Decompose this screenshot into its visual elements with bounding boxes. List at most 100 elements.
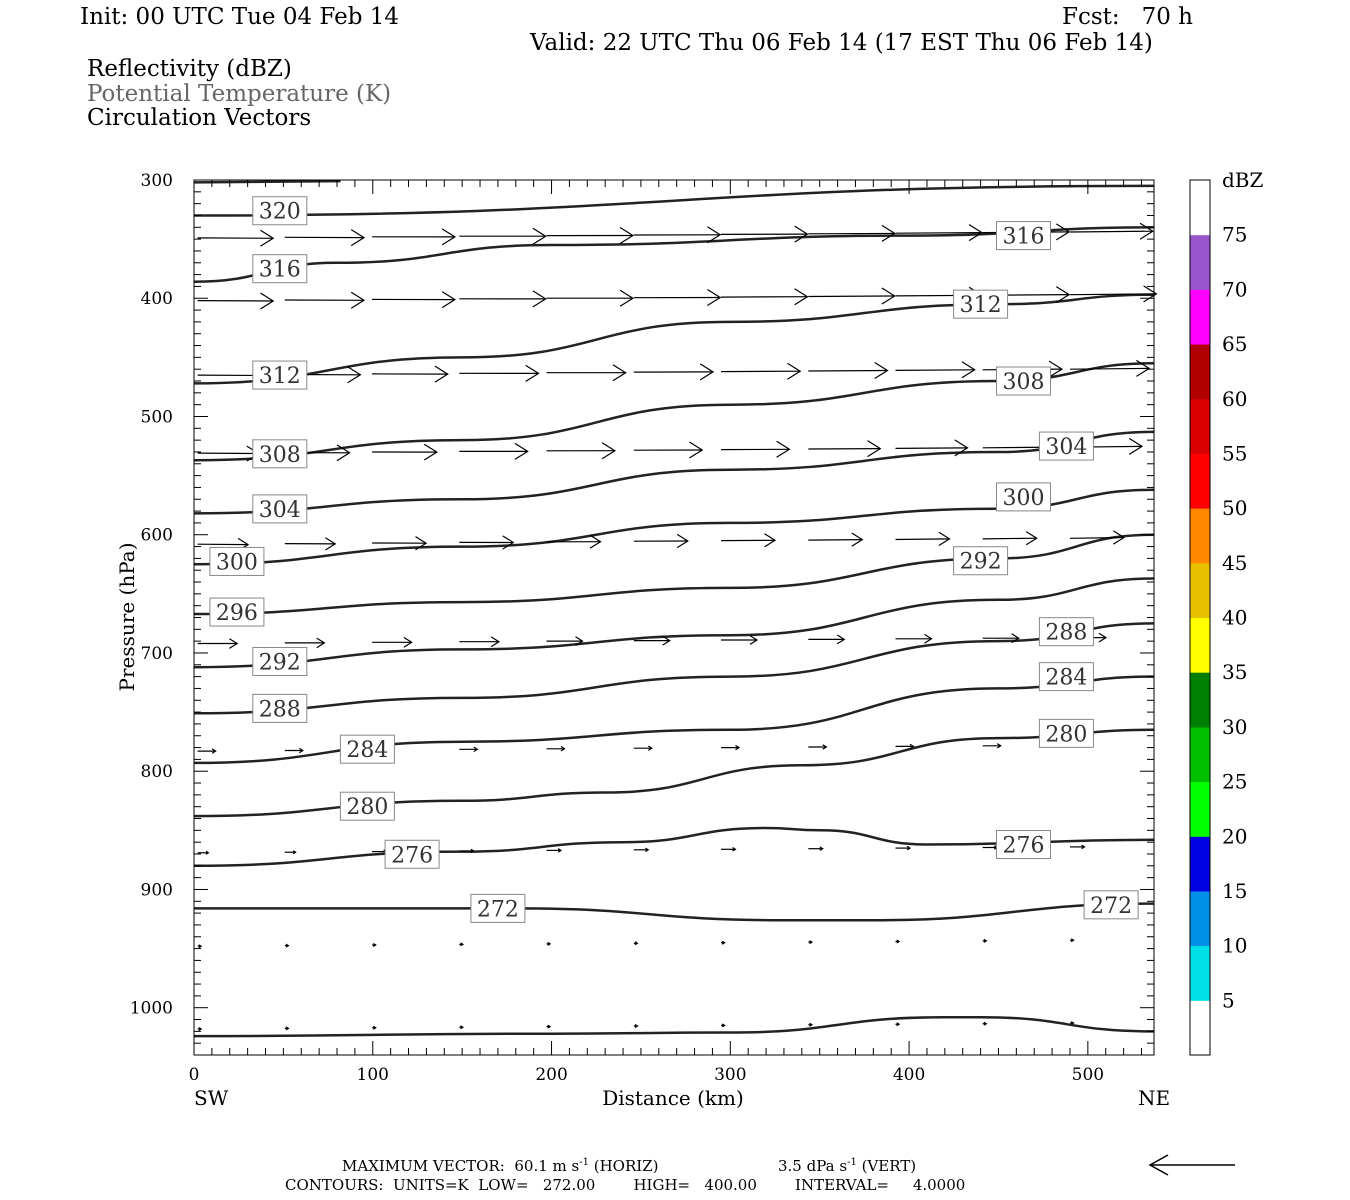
contour-label-layer: 3203163163123123083083043043003002962922…: [209, 196, 1139, 923]
circulation-vector-head: [1055, 223, 1071, 241]
circulation-vector-head: [460, 942, 465, 947]
circulation-vector-head: [205, 850, 210, 855]
circulation-vector: [895, 369, 975, 371]
x-tick-label: 400: [893, 1065, 925, 1085]
circulation-vector-head: [707, 226, 722, 244]
y-axis-title: Pressure (hPa): [115, 543, 139, 692]
circulation-vector-head: [1128, 437, 1144, 455]
circulation-vector-head: [968, 224, 984, 242]
colorbar-segment: [1190, 890, 1210, 947]
theta-contour-layer: [193, 179, 1155, 922]
circulation-vector-head: [514, 442, 529, 460]
circulation-vector-head: [557, 848, 563, 853]
contour-label-308: 308: [1002, 370, 1044, 395]
circulation-vector-head: [1143, 285, 1158, 303]
horiz-label: (HORIZ): [588, 1157, 659, 1175]
circulation-vector-head: [662, 635, 671, 646]
circulation-vector-head: [954, 439, 969, 457]
colorbar-segment: [1190, 289, 1210, 345]
contour-label-box: [995, 366, 1051, 396]
circulation-vector-head: [347, 366, 362, 384]
x-tick-label: 0: [189, 1065, 200, 1085]
y-tick-label: 600: [141, 526, 173, 546]
circulation-vector-head: [619, 226, 635, 245]
contour-label-box: [1038, 617, 1094, 647]
plot-frame: [193, 179, 1155, 1056]
circulation-vector-head: [441, 228, 457, 246]
colorbar-level-label: 35: [1222, 660, 1247, 684]
circulation-vector-head: [473, 746, 479, 753]
circulation-vector: [895, 232, 982, 234]
circulation-vector-head: [896, 939, 901, 944]
contour-label-box: [252, 439, 308, 469]
circulation-vector-head: [423, 443, 439, 461]
circulation-vector: [1069, 293, 1157, 296]
circulation-vector-head: [229, 638, 239, 649]
colorbar-segment: [1190, 398, 1210, 454]
max-vector-arrow: [1148, 1154, 1235, 1176]
max-vector-text: MAXIMUM VECTOR: 60.1 m s-1 (HORIZ): [342, 1158, 658, 1174]
colorbar-segment: [1190, 234, 1210, 290]
circulation-vector-head: [198, 1026, 203, 1032]
circulation-vector-head: [198, 944, 203, 949]
field-circulation-vectors: Circulation Vectors: [87, 105, 312, 131]
vert-label: (VERT): [856, 1157, 917, 1175]
unit-exponent: -1: [579, 1157, 589, 1168]
circulation-vector-head: [809, 940, 814, 945]
colorbar-segment: [1190, 672, 1210, 728]
forecast-hour-label: Fcst: 70 h: [1062, 4, 1193, 30]
y-tick-label: 900: [141, 880, 173, 900]
circulation-vector: [1069, 367, 1150, 370]
circulation-vector-head: [983, 938, 988, 943]
circulation-vector-head: [1011, 633, 1020, 644]
circulation-vector-head: [589, 534, 602, 549]
colorbar-level-label: 70: [1222, 277, 1247, 301]
colorbar-level-label: 65: [1222, 332, 1247, 356]
unit-exponent-vert: -1: [847, 1157, 857, 1168]
circulation-vector-head: [350, 291, 366, 309]
circulation-vector-head: [490, 636, 501, 648]
circulation-vector-head: [634, 1023, 639, 1029]
colorbar-frame: [1189, 179, 1211, 1056]
circulation-vector-head: [560, 745, 566, 752]
colorbar-segment: [1190, 781, 1210, 837]
colorbar-segment: [1190, 562, 1210, 618]
circulation-vector-head: [647, 745, 653, 751]
contour-label-312: 312: [259, 364, 301, 389]
circulation-vector-head: [470, 848, 475, 854]
circulation-vector-head: [874, 361, 889, 380]
circulation-vector-head: [707, 288, 722, 307]
colorbar-level-label: 20: [1222, 824, 1247, 848]
field-reflectivity: Reflectivity (dBZ): [87, 56, 292, 82]
circulation-vector-head: [787, 362, 802, 380]
circulation-vector-head: [1081, 844, 1086, 850]
circulation-vector-head: [260, 229, 275, 247]
x-tick-label: 500: [1072, 1065, 1104, 1085]
contour-label-box: [1038, 718, 1094, 748]
colorbar-level-label: 15: [1222, 879, 1247, 903]
circulation-vector-head: [292, 850, 297, 855]
contour-label-288: 288: [1045, 621, 1087, 646]
circulation-vector-head: [676, 533, 689, 549]
circulation-vector-head: [924, 633, 933, 644]
contour-label-276: 276: [1002, 834, 1044, 859]
surface-layer: [193, 1015, 1155, 1038]
surface-line: [193, 1015, 1155, 1038]
y-tick-label: 1000: [130, 999, 173, 1019]
colorbar-segment: [1190, 1000, 1210, 1056]
circulation-vector-head: [996, 743, 1002, 749]
circulation-vector-head: [325, 537, 337, 551]
circulation-vector-head: [749, 635, 759, 645]
contour-label-272: 272: [1090, 894, 1132, 919]
contour-label-box: [252, 494, 308, 524]
contour-label-box: [1038, 431, 1094, 461]
theta-contour-upper: [193, 179, 341, 184]
circulation-vector: [895, 447, 968, 449]
init-label: Init: 00 UTC Tue 04 Feb 14: [80, 4, 400, 30]
max-vector-vert-text: 3.5 dPa s-1 (VERT): [778, 1158, 916, 1174]
contour-label-316: 316: [1002, 225, 1044, 250]
colorbar-segment: [1190, 836, 1210, 892]
circulation-vector-head: [909, 743, 915, 750]
circulation-vector-head: [983, 1021, 988, 1026]
